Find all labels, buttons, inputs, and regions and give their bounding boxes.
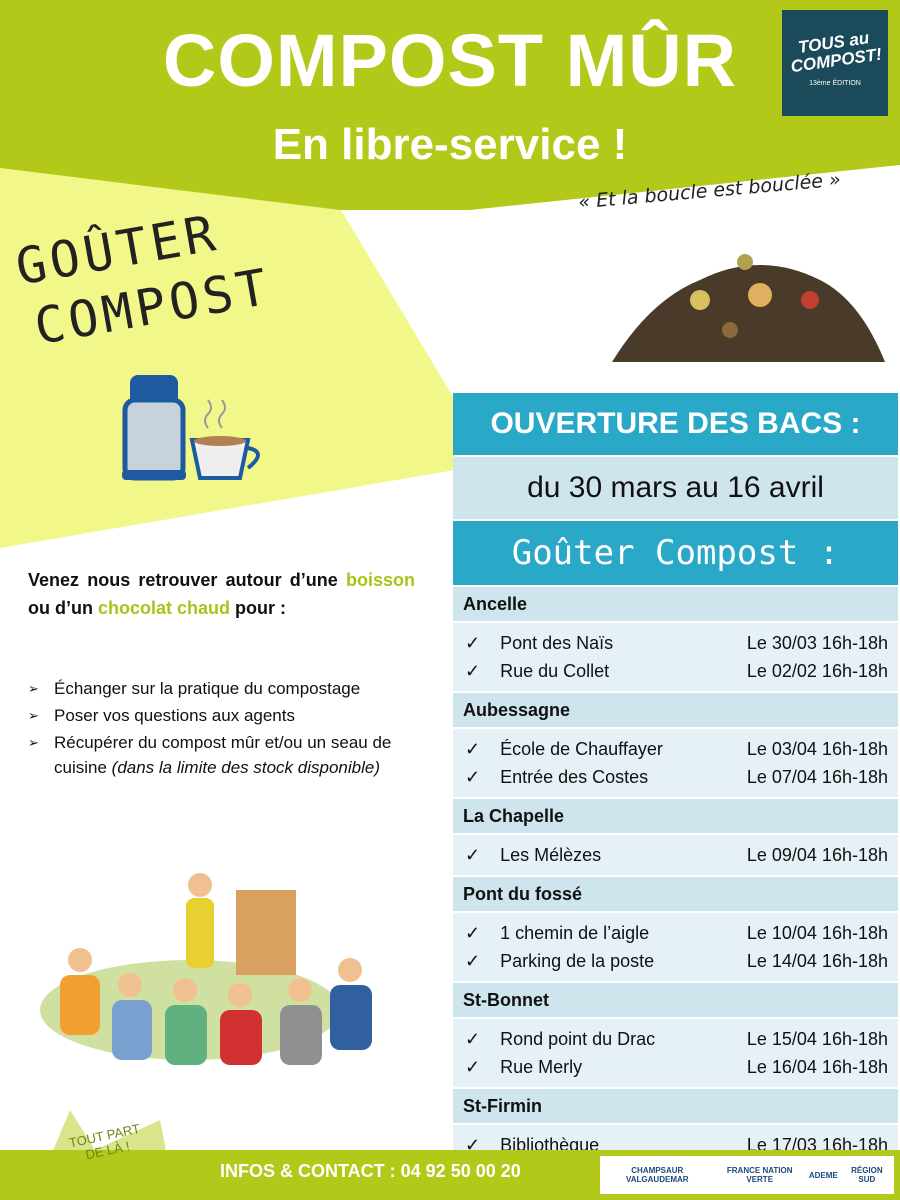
site-place: Rond point du Drac bbox=[465, 1025, 655, 1053]
schedule-heading: OUVERTURE DES BACS : bbox=[453, 393, 898, 455]
site-time: Le 07/04 16h-18h bbox=[746, 767, 888, 787]
town: Ancelle bbox=[453, 587, 898, 621]
town: St-Firmin bbox=[453, 1089, 898, 1123]
schedule-groups: Ancelle Pont des Naïs Le 30/03 16h-18h Rue … bbox=[453, 587, 898, 1165]
site-place: École de Chauffayer bbox=[465, 735, 663, 763]
site-row: 1 chemin de l’aigle Le 10/04 16h-18h bbox=[453, 919, 898, 947]
intro: Venez nous retrouver autour d’une boisso… bbox=[28, 566, 415, 622]
town: Aubessagne bbox=[453, 693, 898, 727]
site-time: Le 15/04 16h-18h bbox=[746, 1029, 888, 1049]
site-place: Rue Merly bbox=[465, 1053, 582, 1081]
intro-text: Venez nous retrouver autour d’une bbox=[28, 570, 338, 590]
badge-title: TOUS au COMPOST! bbox=[789, 28, 883, 77]
intro-text: pour : bbox=[235, 598, 287, 618]
site-place: Entrée des Costes bbox=[465, 763, 648, 791]
schedule-dates: du 30 mars au 16 avril bbox=[453, 457, 898, 519]
bullet-text: Récupérer du compost mûr et/ou un seau d… bbox=[54, 733, 392, 777]
site-time: Le 09/04 16h-18h bbox=[746, 845, 888, 865]
bullet-item: Récupérer du compost mûr et/ou un seau d… bbox=[28, 730, 408, 780]
badge-edition: 13ème ÉDITION bbox=[809, 80, 861, 87]
intro-highlight: boisson bbox=[345, 570, 415, 590]
site-row: Parking de la poste Le 14/04 16h-18h bbox=[453, 947, 898, 975]
event-badge: TOUS au COMPOST! 13ème ÉDITION bbox=[782, 10, 888, 116]
site-row: Rond point du Drac Le 15/04 16h-18h bbox=[453, 1025, 898, 1053]
partner-logos: CHAMPSAUR VALGAUDEMAR FRANCE NATION VERTE… bbox=[600, 1156, 894, 1194]
town: La Chapelle bbox=[453, 799, 898, 833]
bullet-note: (dans la limite des stock disponible) bbox=[111, 758, 381, 777]
bullet-text: Poser vos questions aux agents bbox=[54, 706, 295, 725]
site-place: Pont des Naïs bbox=[465, 629, 613, 657]
bullet-item: Poser vos questions aux agents bbox=[28, 703, 408, 728]
site-time: Le 10/04 16h-18h bbox=[746, 923, 888, 943]
site-time: Le 14/04 16h-18h bbox=[746, 951, 888, 971]
partner-logo: ADEME bbox=[808, 1170, 838, 1180]
site-row: Entrée des Costes Le 07/04 16h-18h bbox=[453, 763, 898, 791]
intro-highlight: chocolat chaud bbox=[98, 598, 231, 618]
partner-logo: RÉGION SUD bbox=[851, 1166, 883, 1184]
site-row: Rue du Collet Le 02/02 16h-18h bbox=[453, 657, 898, 685]
schedule: OUVERTURE DES BACS : du 30 mars au 16 av… bbox=[453, 393, 898, 1165]
site-list: Pont des Naïs Le 30/03 16h-18h Rue du Coll… bbox=[453, 623, 898, 691]
town: St-Bonnet bbox=[453, 983, 898, 1017]
site-list: École de Chauffayer Le 03/04 16h-18h Entré… bbox=[453, 729, 898, 797]
site-time: Le 02/02 16h-18h bbox=[746, 661, 888, 681]
site-place: Rue du Collet bbox=[465, 657, 609, 685]
site-place: Les Mélèzes bbox=[465, 841, 601, 869]
site-row: École de Chauffayer Le 03/04 16h-18h bbox=[453, 735, 898, 763]
subtitle: En libre-service ! bbox=[272, 120, 628, 169]
intro-text: ou d’un bbox=[28, 598, 93, 618]
site-list: 1 chemin de l’aigle Le 10/04 16h-18h Parki… bbox=[453, 913, 898, 981]
contact: INFOS & CONTACT : 04 92 50 00 20 bbox=[220, 1161, 521, 1181]
bullet-list: Échanger sur la pratique du compostage Po… bbox=[28, 676, 408, 782]
site-time: Le 30/03 16h-18h bbox=[746, 633, 888, 653]
bullet-item: Échanger sur la pratique du compostage bbox=[28, 676, 408, 701]
schedule-subheading: Goûter Compost : bbox=[453, 521, 898, 585]
site-row: Rue Merly Le 16/04 16h-18h bbox=[453, 1053, 898, 1081]
site-row: Les Mélèzes Le 09/04 16h-18h bbox=[453, 841, 898, 869]
site-list: Les Mélèzes Le 09/04 16h-18h bbox=[453, 835, 898, 875]
site-place: Parking de la poste bbox=[465, 947, 654, 975]
partner-logo: CHAMPSAUR VALGAUDEMAR bbox=[626, 1166, 689, 1184]
town: Pont du fossé bbox=[453, 877, 898, 911]
site-place: 1 chemin de l’aigle bbox=[465, 919, 649, 947]
bullet-text: Échanger sur la pratique du compostage bbox=[54, 679, 361, 698]
title: COMPOST MÛR bbox=[162, 19, 738, 102]
site-list: Rond point du Drac Le 15/04 16h-18h Rue Me… bbox=[453, 1019, 898, 1087]
site-time: Le 16/04 16h-18h bbox=[746, 1057, 888, 1077]
site-time: Le 03/04 16h-18h bbox=[746, 739, 888, 759]
site-row: Pont des Naïs Le 30/03 16h-18h bbox=[453, 629, 898, 657]
partner-logo: FRANCE NATION VERTE bbox=[726, 1166, 793, 1184]
